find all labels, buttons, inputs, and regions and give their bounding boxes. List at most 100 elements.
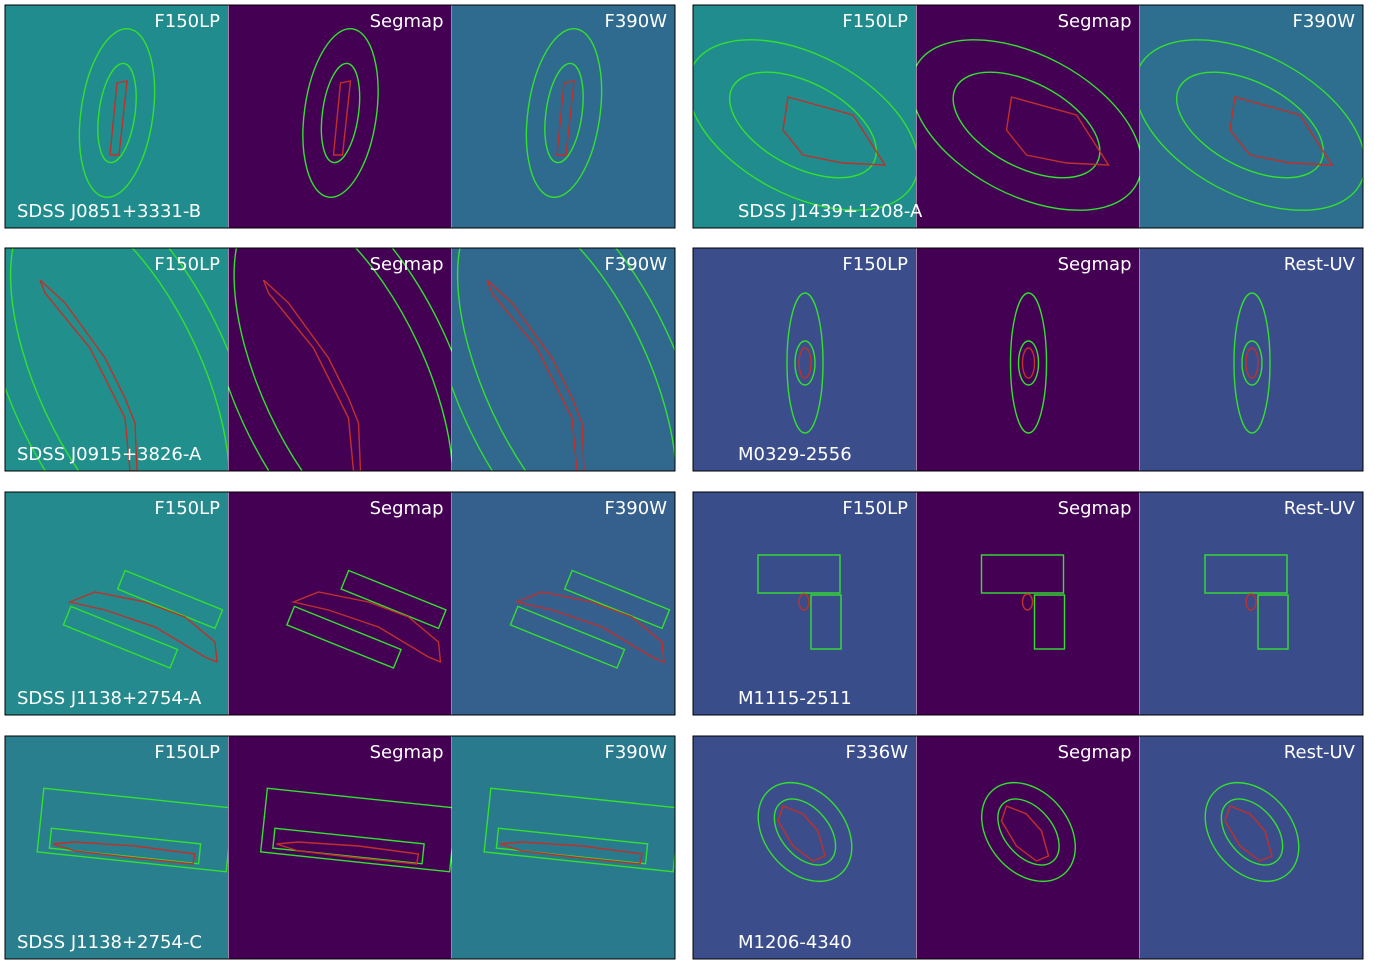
filter-label: Segmap [1058, 742, 1132, 763]
image-panel: F150LP [5, 736, 233, 959]
object-block: F150LP Segmap F390W SDSS J0851+3331-B [5, 5, 675, 228]
figure: F150LPSegmapF390WSDSS J0851+3331-BF150LP… [0, 0, 1375, 961]
panel-background [1140, 248, 1363, 471]
image-panel: Segmap [229, 5, 452, 228]
panel-background [917, 5, 1140, 228]
panel-content [5, 736, 233, 959]
panel-content [917, 248, 1140, 471]
panel-content [693, 248, 916, 471]
image-panel: Rest-UV [1140, 492, 1363, 715]
filter-label: Segmap [1058, 254, 1132, 275]
image-panel: F150LP [693, 492, 916, 715]
object-name: M1206-4340 [738, 932, 852, 953]
image-panel: F150LP [5, 492, 228, 715]
image-panel: Rest-UV [1140, 248, 1363, 471]
panel-content [693, 736, 916, 959]
object-block: F150LP Segmap Rest-UV M1115-2511 [693, 492, 1363, 715]
panel-background [5, 736, 228, 959]
object-block: F150LP Segmap Rest-UV M0329-2556 [693, 248, 1363, 471]
panel-content [5, 492, 228, 715]
image-panel: Segmap [917, 492, 1140, 715]
panel-background [229, 736, 452, 959]
image-panel: F390W [1107, 5, 1375, 246]
image-panel: F336W [693, 736, 916, 959]
filter-label: Segmap [370, 254, 444, 275]
image-panel: Segmap [883, 5, 1169, 246]
filter-label: Rest-UV [1284, 254, 1356, 275]
panel-content [693, 492, 916, 715]
object-name: M1115-2511 [738, 688, 852, 709]
panel-content [1140, 248, 1363, 471]
object-name: SDSS J1138+2754-C [17, 932, 202, 953]
object-block: F336W Segmap Rest-UV M1206-4340 [693, 736, 1363, 959]
object-block: F150LP Segmap F390W SDSS J1138+2754-A [5, 492, 675, 715]
panel-content [917, 492, 1140, 715]
filter-label: F390W [604, 742, 667, 763]
image-panel: F390W [452, 492, 675, 715]
filter-label: F150LP [842, 11, 908, 32]
panel-content [452, 736, 680, 959]
filter-label: Segmap [370, 11, 444, 32]
panel-background [917, 248, 1140, 471]
panel-content [883, 5, 1169, 246]
image-panel: F390W [452, 5, 675, 228]
filter-label: Rest-UV [1284, 498, 1356, 519]
filter-label: Segmap [1058, 11, 1132, 32]
panel-content [1140, 736, 1363, 959]
panel-content [452, 5, 675, 228]
image-panel: Segmap [229, 736, 457, 959]
filter-label: Rest-UV [1284, 742, 1356, 763]
panel-background [1140, 492, 1363, 715]
filter-label: F150LP [154, 498, 220, 519]
image-panel: Segmap [917, 248, 1140, 471]
object-block: F150LP Segmap F390W SDSS J1439+1208-A [660, 5, 1375, 246]
object-name: M0329-2556 [738, 444, 852, 465]
panel-background [693, 736, 916, 959]
filter-label: F150LP [842, 498, 908, 519]
panel-content [5, 5, 228, 228]
filter-label: F336W [845, 742, 908, 763]
image-panel: F150LP [5, 5, 228, 228]
panel-background [693, 248, 916, 471]
panel-background [452, 248, 675, 471]
panel-background [229, 492, 452, 715]
panel-background [917, 736, 1140, 959]
filter-label: Segmap [370, 498, 444, 519]
panel-background [5, 248, 228, 471]
object-name: SDSS J1138+2754-A [17, 688, 202, 709]
filter-label: F150LP [154, 254, 220, 275]
filter-label: Segmap [1058, 498, 1132, 519]
panel-background [452, 736, 675, 959]
panel-content [1107, 5, 1375, 246]
filter-label: F390W [604, 11, 667, 32]
image-panel: F150LP [693, 248, 916, 471]
panel-background [5, 492, 228, 715]
image-panel: F390W [452, 736, 680, 959]
panel-content [1140, 492, 1363, 715]
filter-label: F390W [604, 254, 667, 275]
image-panel: Segmap [917, 736, 1140, 959]
panel-background [229, 248, 452, 471]
filter-label: F390W [604, 498, 667, 519]
panel-background [693, 5, 916, 228]
panel-background [452, 492, 675, 715]
panel-content [229, 736, 457, 959]
panel-background [917, 492, 1140, 715]
panel-content [229, 492, 452, 715]
filter-label: Segmap [370, 742, 444, 763]
filter-label: F150LP [154, 11, 220, 32]
filter-label: F390W [1292, 11, 1355, 32]
panel-background [1140, 736, 1363, 959]
panel-content [452, 492, 675, 715]
panel-content [917, 736, 1140, 959]
object-name: SDSS J0915+3826-A [17, 444, 202, 465]
image-panel: Segmap [229, 492, 452, 715]
panel-background [693, 492, 916, 715]
object-name: SDSS J0851+3331-B [17, 201, 201, 222]
panel-content [229, 5, 452, 228]
object-name: SDSS J1439+1208-A [738, 201, 923, 222]
object-block: F150LP Segmap F390W SDSS J1138+2754-C [5, 736, 680, 959]
image-panel: Rest-UV [1140, 736, 1363, 959]
filter-label: F150LP [842, 254, 908, 275]
panel-background [1140, 5, 1363, 228]
